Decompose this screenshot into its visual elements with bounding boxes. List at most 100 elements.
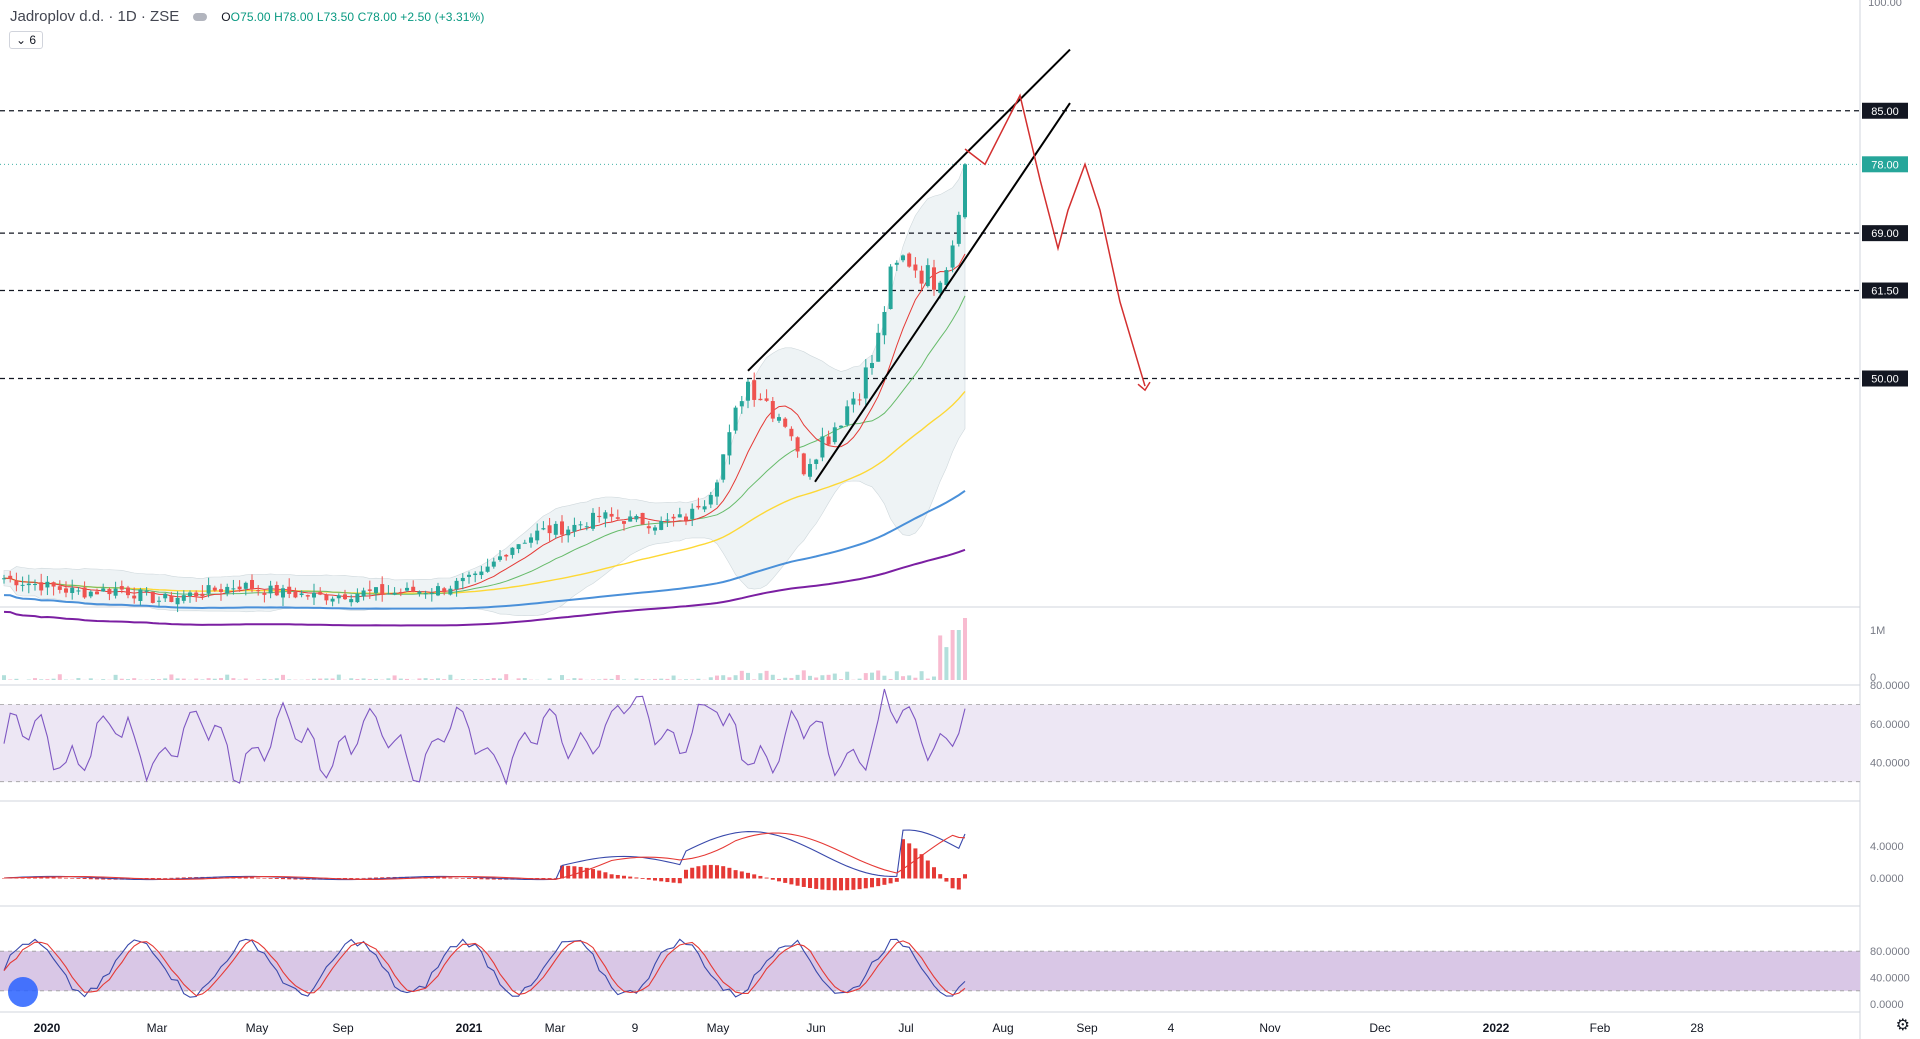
candle-body (51, 582, 56, 587)
macd-histogram-bar (851, 878, 856, 890)
time-axis: 2020 Mar May Sep 2021 Mar 9 May Jun Jul Aug Sep 4 Nov… (34, 1021, 1704, 1035)
volume-bar (733, 675, 738, 680)
time-label: Sep (1076, 1021, 1098, 1035)
level-label-bg (1862, 102, 1908, 119)
candle-body (522, 542, 527, 544)
candle-body (268, 585, 273, 594)
macd-histogram-bar (442, 877, 447, 879)
time-label: 4 (1168, 1021, 1175, 1035)
candle-body (560, 521, 564, 535)
candle-body (398, 591, 403, 594)
volume-bar (256, 679, 261, 680)
volume-bar (491, 678, 496, 680)
volume-bar (398, 678, 403, 680)
level-label-bg (1862, 282, 1908, 299)
volume-bar (653, 678, 657, 680)
level-label-bg (1862, 370, 1908, 387)
candle-body (250, 579, 254, 590)
macd-scale-label: 4.0000 (1870, 841, 1904, 853)
current-price-label-bg (1862, 156, 1908, 173)
volume-bar (826, 674, 831, 680)
candle-body (45, 581, 50, 588)
volume-bar (696, 678, 701, 680)
time-label: Mar (545, 1021, 566, 1035)
time-label: Sep (332, 1021, 354, 1035)
volume-bar (609, 678, 614, 680)
candle-body (845, 406, 850, 425)
candle-body (392, 592, 397, 595)
candle-body (702, 506, 707, 510)
candle-body (460, 577, 465, 582)
volume-bar (181, 678, 186, 680)
volume-bar (603, 678, 608, 680)
volume-bar (795, 674, 800, 680)
indicators-toggle-button[interactable]: ⌄ 6 (9, 31, 44, 49)
macd-histogram-bar (814, 878, 819, 889)
candle-body (870, 362, 874, 369)
candle-body (374, 587, 378, 593)
candle-body (39, 582, 44, 591)
macd-histogram-bar (944, 878, 949, 882)
volume-bar (950, 630, 955, 680)
time-label: Feb (1590, 1021, 1611, 1035)
candle-body (262, 592, 267, 595)
volume-bar (76, 678, 81, 680)
candle-body (107, 589, 112, 595)
volume-bar (938, 635, 943, 680)
candle-body (808, 464, 812, 477)
volume-bar (268, 679, 273, 680)
macd-histogram-bar (733, 870, 738, 879)
candle-body (429, 592, 434, 594)
volume-bar (876, 670, 881, 680)
time-label: 28 (1690, 1021, 1704, 1035)
volume-bar (423, 678, 428, 680)
candle-body (163, 593, 168, 599)
macd-histogram-bar (491, 878, 496, 880)
settings-gear-icon[interactable]: ⚙ (1895, 1017, 1910, 1034)
volume-bar (814, 677, 819, 680)
candle-body (26, 583, 31, 586)
wedge-lower-line (814, 102, 1071, 483)
rsi-scale-label: 60.0000 (1870, 719, 1910, 731)
ma-50-line (3, 390, 966, 595)
symbol-title[interactable]: Jadroplov d.d. · 1D · ZSE (10, 8, 180, 25)
change-value: +2.50 (+3.31%) (400, 9, 485, 24)
rsi-pane (0, 688, 1860, 786)
volume-bar (349, 678, 354, 680)
macd-signal-line (3, 832, 966, 880)
rsi-line (3, 688, 966, 786)
candle-body (684, 516, 688, 521)
volume-bar (39, 679, 44, 680)
macd-histogram-bar (925, 860, 930, 879)
time-label: Jul (898, 1021, 913, 1035)
volume-bar (783, 677, 788, 680)
candle-body (721, 454, 726, 480)
volume-bar (739, 670, 744, 680)
tradingview-logo-icon[interactable] (8, 977, 38, 1007)
rsi-scale-label: 80.0000 (1870, 680, 1910, 692)
macd-histogram-bar (603, 872, 608, 879)
macd-histogram-bar (721, 866, 726, 879)
stochastic-scale-label: 80.0000 (1870, 946, 1910, 958)
candle-body (857, 399, 862, 401)
candle-body (950, 245, 955, 268)
volume-bar (132, 678, 137, 680)
candle-body (212, 587, 217, 591)
candle-body (101, 588, 106, 592)
volume-bar (119, 678, 124, 680)
macd-histogram-bar (653, 878, 657, 881)
candle-body (591, 512, 595, 529)
macd-histogram-bar (956, 878, 961, 890)
rsi-band (0, 704, 1860, 782)
candle-body (14, 580, 19, 586)
visibility-toggle-icon[interactable] (193, 12, 208, 21)
macd-histogram-bar (169, 877, 174, 879)
volume-bar (386, 678, 391, 680)
volume-scale-label: 1M (1870, 625, 1885, 637)
candle-body (851, 398, 856, 405)
macd-histogram-bar (39, 877, 44, 879)
ma-200-line (3, 548, 966, 627)
macd-histogram-bar (888, 878, 893, 884)
candle-body (206, 585, 211, 594)
